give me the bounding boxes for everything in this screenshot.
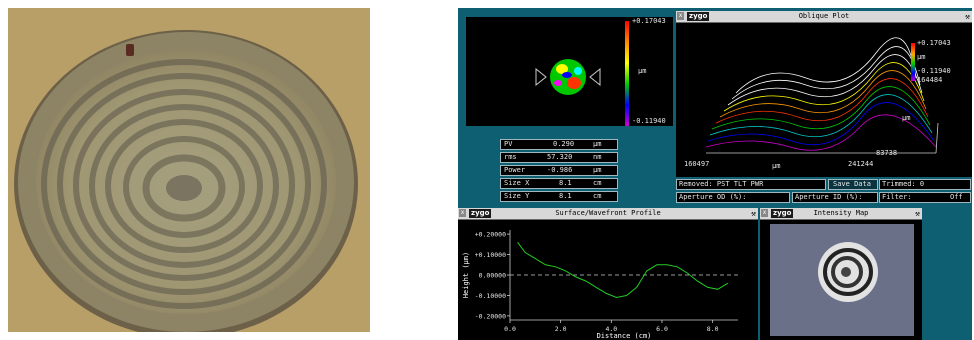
stat-label: PV	[504, 140, 513, 148]
color-scale-bar	[625, 21, 629, 126]
close-icon[interactable]: x	[459, 209, 466, 217]
surface-contour-map	[535, 59, 601, 95]
stat-value: -0.986	[547, 166, 573, 174]
intensity-titlebar[interactable]: x zygo Intensity Map ⚒	[760, 208, 922, 220]
oblique-3d-surface	[705, 37, 939, 154]
stat-row-size-y: Size Y 8.1 cm	[500, 191, 618, 202]
oblique-x-left: 160497	[684, 160, 710, 168]
x-tick-label: 8.0	[707, 325, 719, 333]
y-tick-label: 0.00000	[479, 272, 506, 280]
y-tick-label: +0.20000	[475, 231, 506, 239]
stat-unit: cm	[593, 179, 602, 187]
contour-map-pane: +0.17043 µm -0.11940	[466, 17, 673, 126]
stat-unit: nm	[593, 153, 602, 161]
removed-field: Removed: PST TLT PWR	[676, 179, 826, 190]
window-title: Intensity Map	[813, 209, 869, 217]
zygo-software-screen: +0.17043 µm -0.11940 PV 0.290 µm rms 57.…	[458, 8, 972, 340]
stat-value: 8.1	[559, 179, 572, 187]
oblique-y-unit: µm	[902, 114, 911, 122]
filter-field[interactable]: Filter: Off	[879, 192, 971, 203]
stat-unit: cm	[593, 192, 602, 200]
stat-row-power: Power -0.986 µm	[500, 165, 618, 176]
wrench-icon[interactable]: ⚒	[915, 209, 920, 218]
scale-max-label: +0.17043	[632, 17, 666, 25]
oblique-scale-min: -0.11940	[917, 67, 951, 75]
trimmed-field: Trimmed: 0	[879, 179, 971, 190]
x-tick-label: 4.0	[605, 325, 617, 333]
y-tick-label: +0.10000	[475, 251, 506, 259]
stat-row-size-x: Size X 8.1 cm	[500, 178, 618, 189]
profile-series-line	[517, 242, 729, 299]
oblique-plot-pane: +0.17043 µm -0.11940 164484 µm 83738 160…	[676, 23, 972, 177]
oblique-x-unit: µm	[772, 162, 781, 170]
stat-row-pv: PV 0.290 µm	[500, 139, 618, 150]
aperture-id-field[interactable]: Aperture ID (%):	[792, 192, 878, 203]
oblique-scale-extra: 164484	[917, 76, 943, 84]
x-tick-label: 2.0	[555, 325, 567, 333]
y-tick-label: -0.20000	[475, 312, 506, 320]
oblique-scale-unit: µm	[917, 53, 926, 61]
stat-value: 8.1	[559, 192, 572, 200]
stat-value: 57.320	[547, 153, 573, 161]
oblique-scale-max: +0.17043	[917, 39, 951, 47]
stat-row-rms: rms 57.320 nm	[500, 152, 618, 163]
stat-label: rms	[504, 153, 517, 161]
wrench-icon[interactable]: ⚒	[965, 12, 970, 21]
oblique-plot-titlebar[interactable]: x zygo Oblique Plot ⚒	[676, 11, 972, 23]
wrench-icon[interactable]: ⚒	[751, 209, 756, 218]
aperture-od-field[interactable]: Aperture OD (%):	[676, 192, 790, 203]
zygo-logo: zygo	[771, 209, 794, 218]
stat-label: Size Y	[504, 192, 530, 200]
close-icon[interactable]: x	[761, 209, 768, 217]
intensity-pane	[760, 220, 922, 340]
zygo-logo: zygo	[469, 209, 492, 218]
profile-pane: +0.20000 +0.10000 0.00000 -0.10000 -0.20000 0…	[458, 220, 758, 340]
profile-titlebar[interactable]: x zygo Surface/Wavefront Profile ⚒	[458, 208, 758, 220]
profile-chart: +0.20000 +0.10000 0.00000 -0.10000 -0.20000 0…	[462, 230, 738, 340]
scale-min-label: -0.11940	[632, 117, 666, 125]
stat-label: Size X	[504, 179, 530, 187]
window-title: Surface/Wavefront Profile	[555, 209, 661, 217]
x-axis-label: Distance (cm)	[597, 332, 652, 340]
stat-unit: µm	[593, 140, 602, 148]
save-data-button[interactable]: Save Data	[828, 179, 878, 190]
interferogram-photo	[8, 8, 370, 332]
intensity-map-image	[770, 224, 914, 336]
y-tick-label: -0.10000	[475, 292, 506, 300]
filter-value: Off	[950, 193, 963, 201]
close-icon[interactable]: x	[677, 12, 684, 20]
x-tick-label: 6.0	[656, 325, 668, 333]
window-title: Oblique Plot	[798, 12, 850, 20]
oblique-x-right: 241244	[848, 160, 874, 168]
stat-unit: µm	[593, 166, 602, 174]
scale-unit-label: µm	[638, 67, 647, 75]
x-tick-label: 0.0	[504, 325, 516, 333]
stat-value: 0.290	[553, 140, 575, 148]
oblique-y-value: 83738	[876, 149, 898, 157]
zygo-logo: zygo	[687, 12, 710, 21]
y-axis-label: Height (µm)	[462, 252, 470, 298]
stat-label: Power	[504, 166, 526, 174]
